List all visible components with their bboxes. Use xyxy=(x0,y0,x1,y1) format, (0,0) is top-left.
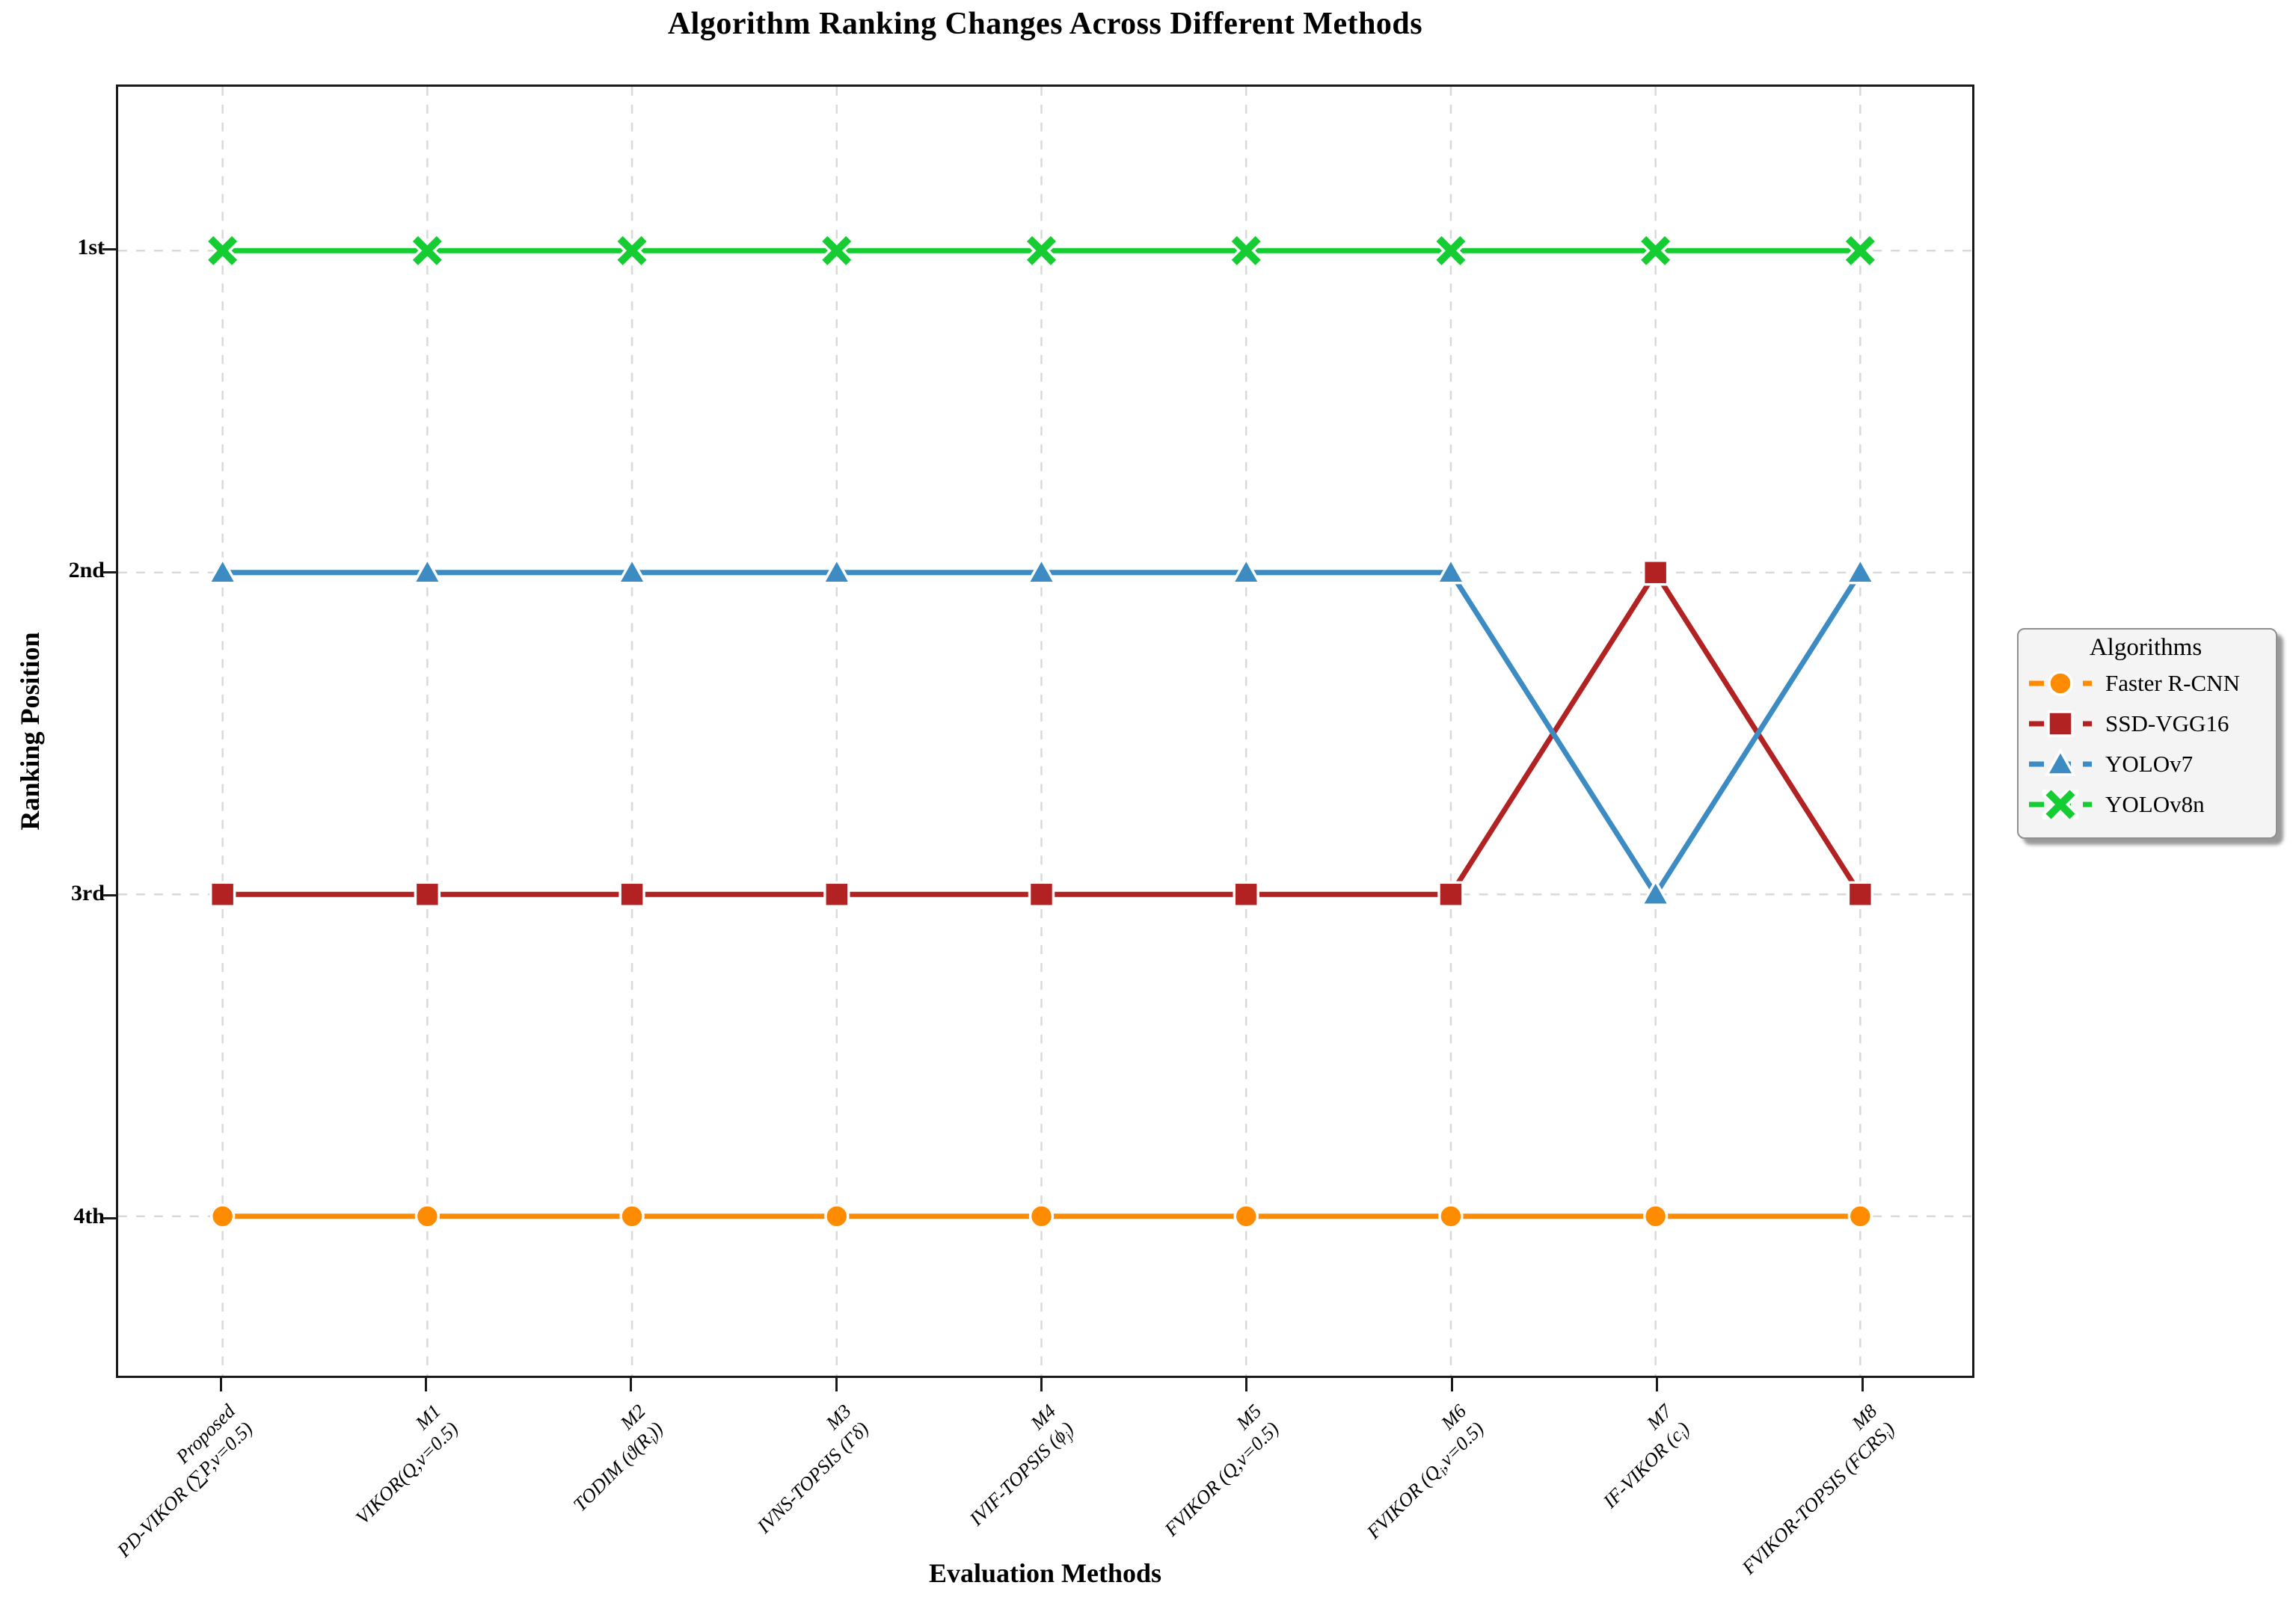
x-tick-label: M8 FVIKOR-TOPSIS (FCRSi) xyxy=(1719,1400,1901,1581)
marker-triangle xyxy=(1434,556,1467,585)
marker-triangle xyxy=(411,556,443,585)
marker-triangle xyxy=(2045,749,2076,776)
marker-circle xyxy=(1642,1204,1669,1229)
marker-x xyxy=(1641,236,1671,265)
x-tick-mark xyxy=(630,1378,633,1391)
y-tick-mark xyxy=(102,1216,116,1219)
legend-label: Faster R-CNN xyxy=(2105,670,2240,696)
x-tick-mark xyxy=(1040,1378,1043,1391)
legend-label: YOLOv7 xyxy=(2105,751,2194,777)
x-tick-mark xyxy=(1245,1378,1248,1391)
marker-triangle xyxy=(1639,878,1672,906)
marker-triangle xyxy=(820,556,853,585)
marker-square xyxy=(823,881,850,908)
legend-label: SSD-VGG16 xyxy=(2105,710,2229,736)
x-tick-mark xyxy=(835,1378,838,1391)
y-tick-mark xyxy=(102,893,116,896)
y-tick-label: 3rd xyxy=(71,881,105,905)
marker-circle xyxy=(824,1204,850,1229)
marker-x xyxy=(617,236,647,265)
y-tick-label: 4th xyxy=(73,1204,105,1228)
legend-sample-x-icon xyxy=(2029,790,2092,819)
legend-label: YOLOv8n xyxy=(2105,791,2205,817)
marker-x xyxy=(2045,790,2075,819)
marker-x xyxy=(1845,236,1875,265)
marker-square xyxy=(618,881,645,908)
marker-circle xyxy=(619,1204,645,1229)
x-tick-label: M5 FVIKOR (Q,v=0.5) xyxy=(1142,1400,1284,1542)
series-faster-r-cnn xyxy=(209,1204,1873,1229)
marker-x xyxy=(1436,236,1466,265)
series-yolov7 xyxy=(206,556,1876,906)
x-tick-mark xyxy=(1861,1378,1864,1391)
series-yolov8n xyxy=(204,232,1879,269)
x-tick-line: M8 xyxy=(1847,1400,1882,1434)
marker-x xyxy=(822,236,852,265)
x-tick-label: M1 VIKOR(Q,v=0.5) xyxy=(334,1400,464,1530)
plot-area xyxy=(116,84,1974,1378)
legend-items: Faster R-CNN SSD-VGG16 YOLOv7 YOLOv8n xyxy=(2026,663,2265,825)
x-tick-line: FVIKOR-TOPSIS (FCRSi) xyxy=(1737,1417,1899,1578)
x-tick-label: M6 FVIKOR (Qi,v=0.5) xyxy=(1345,1400,1491,1545)
marker-circle xyxy=(414,1204,441,1229)
marker-x xyxy=(208,236,238,265)
x-tick-label: Proposed PD-VIKOR (∑P,v=0.5) xyxy=(95,1400,258,1563)
y-tick-label: 1st xyxy=(77,235,105,259)
marker-circle xyxy=(1233,1204,1259,1229)
legend-sample-circle-icon xyxy=(2029,671,2092,696)
x-tick-mark xyxy=(1450,1378,1453,1391)
chart-title: Algorithm Ranking Changes Across Differe… xyxy=(667,7,1423,41)
series-ssd-vgg16 xyxy=(209,559,1874,908)
legend-entry: Faster R-CNN xyxy=(2026,663,2265,704)
marker-x xyxy=(412,236,442,265)
x-tick-mark xyxy=(219,1378,222,1391)
marker-square xyxy=(1847,881,1874,908)
marker-square xyxy=(1028,881,1055,908)
marker-x xyxy=(1027,236,1057,265)
marker-square xyxy=(209,881,236,908)
marker-triangle xyxy=(1230,556,1262,585)
marker-square xyxy=(1642,559,1669,586)
marker-triangle xyxy=(1844,556,1876,585)
marker-circle xyxy=(1847,1204,1873,1229)
marker-triangle xyxy=(1025,556,1058,585)
marker-circle xyxy=(1438,1204,1464,1229)
legend-entry: YOLOv7 xyxy=(2026,744,2265,784)
marker-square xyxy=(2047,710,2074,737)
x-axis-label: Evaluation Methods xyxy=(928,1558,1162,1588)
marker-square xyxy=(414,881,441,908)
y-tick-mark xyxy=(102,570,116,573)
legend-entry: SSD-VGG16 xyxy=(2026,704,2265,744)
y-axis-label: Ranking Position xyxy=(15,632,45,831)
y-tick-label: 2nd xyxy=(68,558,105,582)
marker-circle xyxy=(2048,671,2073,696)
marker-x xyxy=(1231,236,1261,265)
legend-sample-triangle-icon xyxy=(2029,749,2092,776)
plot-svg xyxy=(118,87,1972,1376)
marker-triangle xyxy=(206,556,239,585)
marker-square xyxy=(1233,881,1259,908)
x-tick-mark xyxy=(1656,1378,1659,1391)
x-tick-label: M3 IVNS-TOPSIS (Γδ) xyxy=(734,1400,874,1539)
x-tick-label: M7 IF-VIKOR (ci) xyxy=(1581,1400,1696,1515)
marker-circle xyxy=(209,1204,236,1229)
y-tick-mark xyxy=(102,247,116,250)
legend-title: Algorithms xyxy=(2089,634,2203,661)
legend: Algorithms Faster R-CNN SSD-VGG16 YOLOv7 YO… xyxy=(2017,628,2277,839)
legend-entry: YOLOv8n xyxy=(2026,784,2265,825)
marker-circle xyxy=(1028,1204,1055,1229)
marker-square xyxy=(1437,881,1464,908)
legend-sample-square-icon xyxy=(2029,710,2092,737)
x-tick-label: M2 TODIM (ϑ(Ri)) xyxy=(551,1400,670,1519)
marker-triangle xyxy=(616,556,648,585)
x-tick-label: M4 IVIF-TOPSIS (ϕj) xyxy=(948,1400,1081,1533)
x-tick-mark xyxy=(424,1378,427,1391)
